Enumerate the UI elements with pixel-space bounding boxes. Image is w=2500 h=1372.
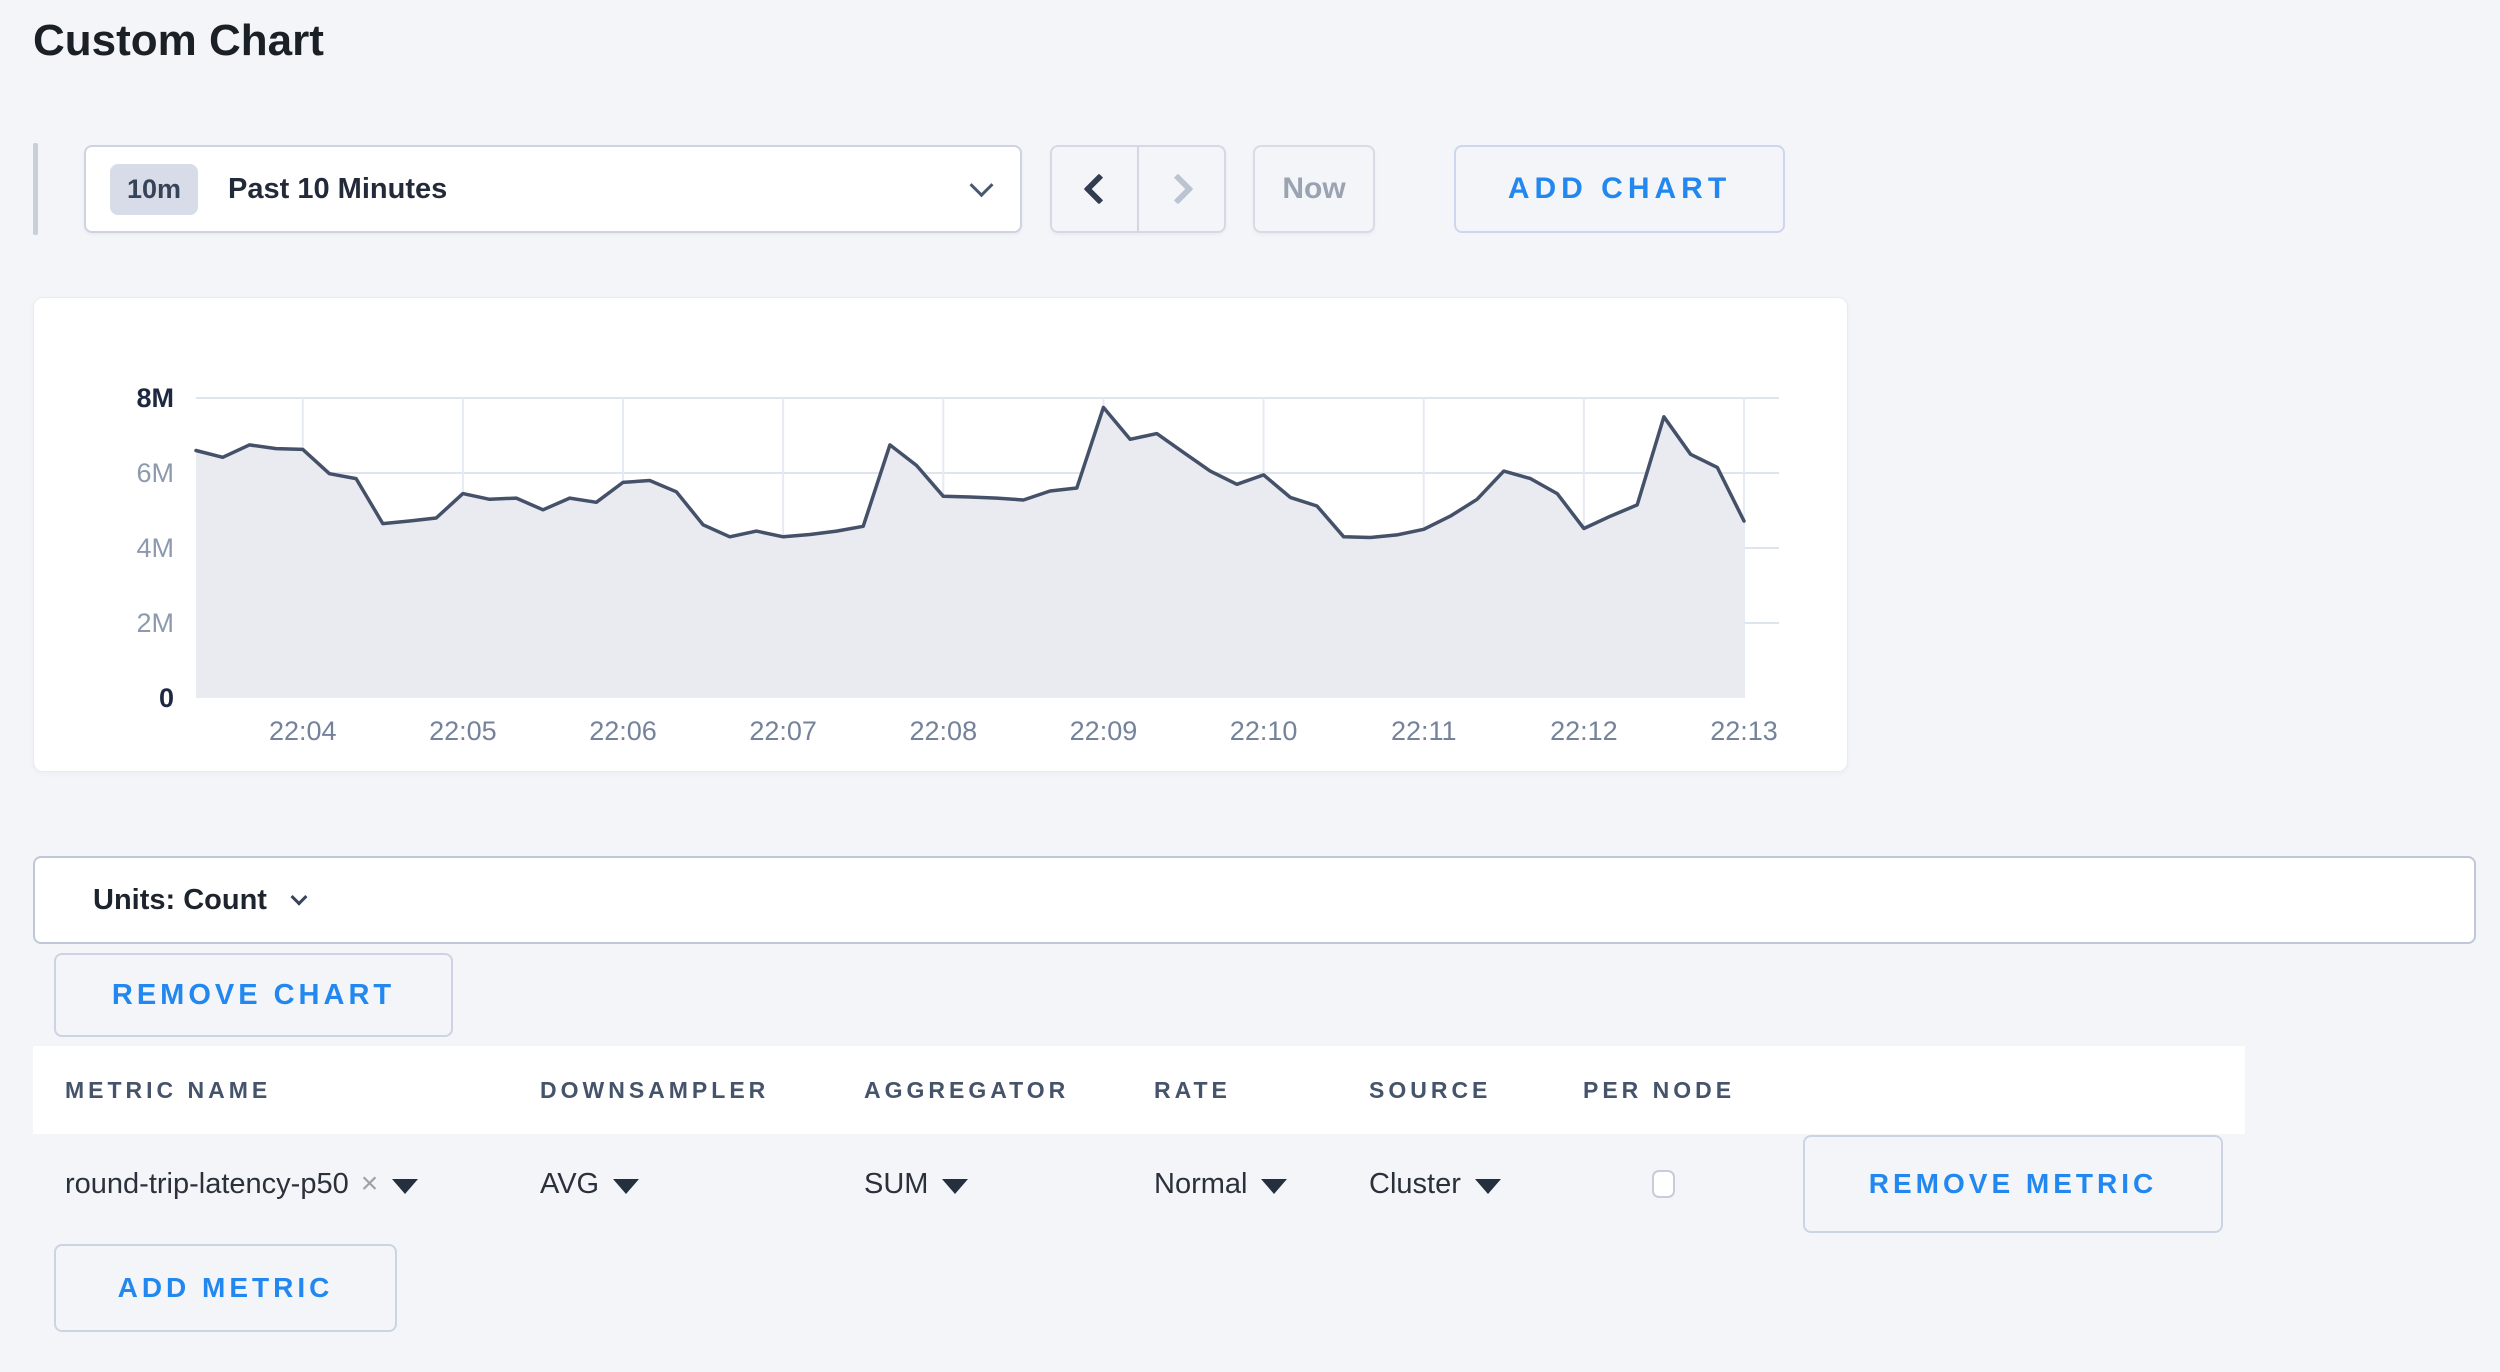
custom-chart-page: Custom Chart 10m Past 10 Minutes Now ADD… — [0, 16, 2500, 1372]
remove-metric-button[interactable]: REMOVE METRIC — [1803, 1135, 2223, 1233]
downsampler-select[interactable]: AVG — [540, 1168, 864, 1201]
caret-down-icon — [1261, 1179, 1288, 1194]
svg-text:22:12: 22:12 — [1550, 716, 1618, 746]
chart-card: 0 2M 4M 6M 8M 22:04 22:05 22:06 22:07 22:08 22:09 2… — [33, 297, 1848, 772]
add-chart-button[interactable]: ADD CHART — [1454, 145, 1785, 233]
metric-name-value: round-trip-latency-p50 — [65, 1167, 349, 1200]
page-title: Custom Chart — [33, 16, 324, 65]
time-range-badge: 10m — [110, 163, 199, 215]
caret-down-icon — [1474, 1179, 1501, 1194]
caret-down-icon — [392, 1179, 419, 1194]
column-header-per-node: PER NODE — [1583, 1076, 1736, 1103]
svg-text:22:05: 22:05 — [429, 716, 497, 746]
metrics-table: METRIC NAME DOWNSAMPLER AGGREGATOR RATE … — [33, 1046, 2245, 1234]
svg-text:0: 0 — [159, 683, 174, 713]
metric-name-select[interactable]: round-trip-latency-p50 × — [65, 1168, 540, 1201]
svg-text:22:13: 22:13 — [1710, 716, 1778, 746]
svg-text:22:11: 22:11 — [1391, 716, 1457, 746]
caret-down-icon — [942, 1179, 969, 1194]
metrics-table-header: METRIC NAME DOWNSAMPLER AGGREGATOR RATE … — [33, 1046, 2245, 1134]
remove-metric-cell: REMOVE METRIC — [1803, 1135, 2245, 1233]
column-header-downsampler: DOWNSAMPLER — [540, 1076, 770, 1103]
svg-text:22:10: 22:10 — [1230, 716, 1298, 746]
rate-select[interactable]: Normal — [1154, 1168, 1369, 1201]
svg-text:4M: 4M — [136, 533, 174, 563]
units-dropdown[interactable]: Units: Count — [33, 856, 2476, 944]
metric-row: round-trip-latency-p50 × AVG SUM Normal … — [33, 1134, 2245, 1234]
svg-text:22:07: 22:07 — [749, 716, 817, 746]
svg-text:22:04: 22:04 — [269, 716, 337, 746]
units-label: Units: Count — [93, 883, 267, 916]
chevron-down-icon — [290, 888, 308, 906]
now-button[interactable]: Now — [1253, 145, 1375, 233]
column-header-rate: RATE — [1154, 1076, 1231, 1103]
column-header-aggregator: AGGREGATOR — [864, 1076, 1070, 1103]
column-header-metric-name: METRIC NAME — [65, 1076, 272, 1103]
svg-text:22:06: 22:06 — [589, 716, 657, 746]
time-range-dropdown[interactable]: 10m Past 10 Minutes — [84, 145, 1022, 233]
svg-text:22:08: 22:08 — [910, 716, 978, 746]
clear-metric-icon[interactable]: × — [360, 1167, 379, 1200]
metric-area-chart: 0 2M 4M 6M 8M 22:04 22:05 22:06 22:07 22:08 22:09 2… — [136, 383, 1779, 746]
downsampler-value: AVG — [540, 1167, 600, 1200]
source-value: Cluster — [1369, 1167, 1461, 1200]
time-range-label: Past 10 Minutes — [228, 172, 448, 205]
time-prev-button[interactable] — [1050, 145, 1138, 233]
remove-chart-button[interactable]: REMOVE CHART — [54, 953, 453, 1037]
column-header-source: SOURCE — [1369, 1076, 1492, 1103]
chevron-right-icon — [1161, 173, 1194, 205]
add-metric-button[interactable]: ADD METRIC — [54, 1244, 397, 1332]
caret-down-icon — [613, 1179, 640, 1194]
chevron-down-icon — [969, 172, 994, 197]
svg-text:8M: 8M — [136, 383, 174, 413]
per-node-cell — [1583, 1170, 1803, 1198]
aggregator-select[interactable]: SUM — [864, 1168, 1154, 1201]
per-node-checkbox[interactable] — [1652, 1170, 1675, 1198]
chevron-left-icon — [1082, 173, 1115, 205]
svg-text:22:09: 22:09 — [1070, 716, 1138, 746]
aggregator-value: SUM — [864, 1167, 929, 1200]
range-divider — [33, 143, 38, 235]
rate-value: Normal — [1154, 1167, 1248, 1200]
time-controls: 10m Past 10 Minutes Now ADD CHART — [33, 143, 1785, 235]
source-select[interactable]: Cluster — [1369, 1168, 1583, 1201]
time-next-button[interactable] — [1138, 145, 1226, 233]
time-pager — [1050, 145, 1226, 233]
svg-text:2M: 2M — [136, 608, 174, 638]
svg-text:6M: 6M — [136, 458, 174, 488]
